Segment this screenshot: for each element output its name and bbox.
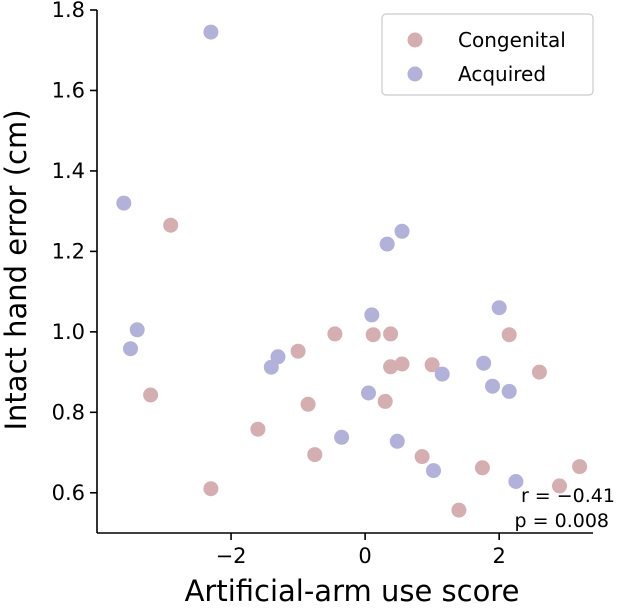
point-congenital <box>203 481 219 497</box>
point-congenital <box>474 460 490 476</box>
point-congenital <box>377 393 393 409</box>
point-acquired <box>361 385 376 401</box>
point-acquired <box>364 307 380 323</box>
x-axis-title: Artificial-arm use score <box>185 574 520 608</box>
point-congenital <box>394 356 410 372</box>
point-congenital <box>365 327 381 343</box>
y-tick-label: 1.4 <box>52 159 85 183</box>
correlation-r-annotation: r = −0.41 <box>521 485 615 507</box>
point-acquired <box>203 24 219 40</box>
point-acquired <box>394 223 410 239</box>
point-congenital <box>327 326 343 342</box>
point-congenital <box>290 343 306 359</box>
x-ticks: −2 0 2 <box>216 533 506 568</box>
point-congenital <box>300 396 316 412</box>
point-acquired <box>263 359 279 375</box>
point-acquired <box>508 474 524 489</box>
point-acquired <box>476 355 492 371</box>
point-acquired <box>379 236 395 252</box>
point-congenital <box>451 502 467 518</box>
point-acquired <box>129 322 145 338</box>
point-acquired <box>334 429 350 445</box>
legend-label-congenital: Congenital <box>458 28 566 52</box>
point-congenital <box>383 359 399 375</box>
x-tick-label: 0 <box>358 544 371 568</box>
point-acquired <box>116 195 132 211</box>
point-acquired <box>123 341 138 357</box>
point-acquired <box>426 463 441 479</box>
legend-frame <box>381 13 594 96</box>
point-congenital <box>501 327 517 343</box>
x-tick-label: −2 <box>216 544 247 568</box>
y-ticks: 0.6 0.8 1.0 1.2 1.4 1.6 1.8 <box>52 0 97 505</box>
p-value-annotation: p = 0.008 <box>515 510 609 532</box>
point-congenital <box>414 449 430 465</box>
legend-label-acquired: Acquired <box>458 62 546 86</box>
y-tick-label: 1.6 <box>52 78 85 102</box>
points-layer <box>116 24 588 518</box>
point-congenital <box>307 447 323 463</box>
y-tick-label: 1.8 <box>52 0 85 22</box>
point-congenital <box>143 387 159 403</box>
point-congenital <box>572 459 588 475</box>
legend-marker-congenital <box>407 32 423 48</box>
point-congenital <box>163 217 179 233</box>
point-acquired <box>389 433 405 449</box>
legend: Congenital Acquired <box>381 13 594 96</box>
point-acquired <box>501 383 517 399</box>
point-congenital <box>424 357 440 373</box>
legend-marker-acquired <box>407 66 423 82</box>
y-tick-label: 1.0 <box>52 320 85 344</box>
y-tick-label: 0.6 <box>52 481 85 505</box>
point-congenital <box>552 478 567 494</box>
y-tick-label: 1.2 <box>52 239 85 263</box>
point-acquired <box>491 300 507 316</box>
point-acquired <box>434 366 450 382</box>
x-tick-label: 2 <box>492 544 505 568</box>
point-acquired <box>485 378 500 394</box>
point-congenital <box>250 421 266 437</box>
point-congenital <box>383 326 399 342</box>
point-congenital <box>531 364 547 380</box>
y-axis-title: Intact hand error (cm) <box>0 109 33 430</box>
y-tick-label: 0.8 <box>52 400 85 424</box>
